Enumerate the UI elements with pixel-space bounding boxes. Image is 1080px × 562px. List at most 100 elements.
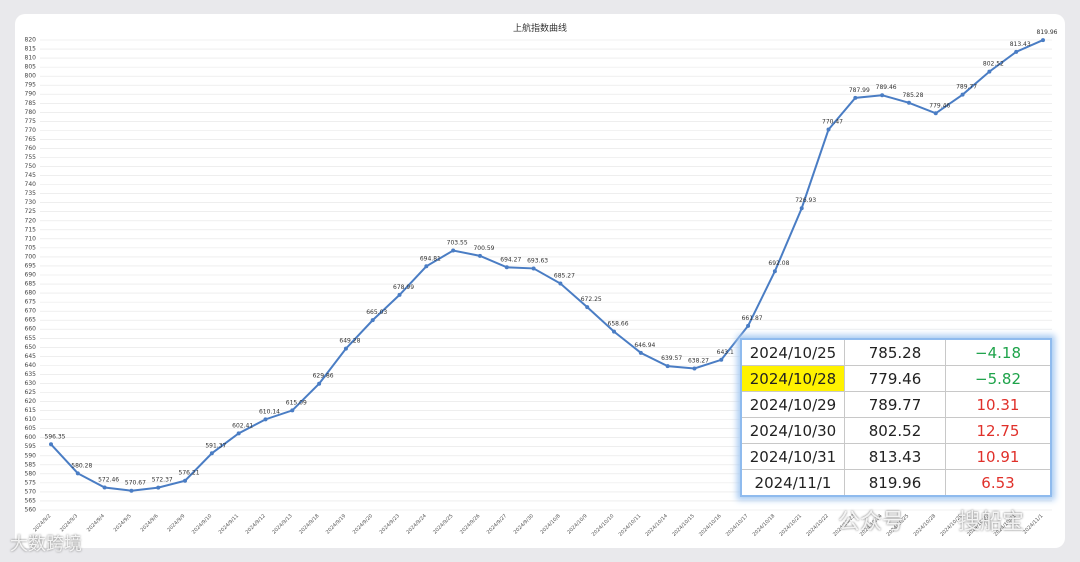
x-tick-label: 2024/9/23 bbox=[379, 513, 401, 535]
watermark: 搜船宝 bbox=[958, 510, 1025, 535]
x-tick-label: 2024/9/10 bbox=[191, 513, 213, 535]
y-tick-label: 820 bbox=[25, 37, 37, 44]
data-label: 665.03 bbox=[366, 309, 387, 316]
data-label: 789.46 bbox=[876, 84, 897, 91]
watermark: 公众号 bbox=[838, 510, 905, 535]
y-tick-label: 705 bbox=[25, 244, 37, 251]
y-tick-label: 600 bbox=[25, 434, 37, 441]
y-tick-label: 685 bbox=[25, 281, 37, 288]
table-cell: 779.46 bbox=[844, 365, 946, 392]
table-cell: 2024/11/1 bbox=[740, 469, 845, 497]
y-tick-label: 585 bbox=[25, 461, 37, 468]
table-cell: 813.43 bbox=[844, 443, 946, 470]
table-cell: 10.31 bbox=[945, 391, 1052, 418]
data-label: 770.47 bbox=[822, 119, 843, 126]
y-tick-label: 720 bbox=[25, 217, 37, 224]
x-tick-label: 2024/9/20 bbox=[352, 513, 374, 535]
y-tick-label: 770 bbox=[25, 127, 37, 134]
data-point bbox=[1014, 49, 1019, 54]
y-tick-label: 695 bbox=[25, 262, 37, 269]
table-cell: 2024/10/25 bbox=[740, 338, 845, 366]
y-tick-label: 645 bbox=[25, 353, 37, 360]
x-tick-label: 2024/9/27 bbox=[486, 513, 508, 535]
x-tick-label: 2024/9/26 bbox=[459, 513, 481, 535]
y-tick-label: 725 bbox=[25, 208, 37, 215]
data-point bbox=[531, 266, 536, 271]
data-point bbox=[799, 206, 804, 211]
data-label: 703.55 bbox=[447, 240, 468, 247]
x-tick-label: 2024/10/21 bbox=[778, 513, 803, 538]
y-tick-label: 640 bbox=[25, 362, 37, 369]
x-tick-label: 2024/10/16 bbox=[698, 513, 723, 538]
data-label: 726.93 bbox=[795, 197, 816, 204]
x-tick-label: 2024/9/25 bbox=[432, 513, 454, 535]
x-tick-label: 2024/10/8 bbox=[539, 513, 561, 535]
data-label: 819.96 bbox=[1037, 29, 1058, 36]
data-label: 646.94 bbox=[634, 342, 655, 349]
table-row: 2024/10/30 802.52 12.75 bbox=[740, 417, 1052, 444]
y-tick-label: 595 bbox=[25, 443, 37, 450]
data-label: 638.27 bbox=[688, 358, 709, 365]
data-point bbox=[504, 265, 509, 270]
table-row: 2024/10/28 779.46 −5.82 bbox=[740, 365, 1052, 392]
data-point bbox=[719, 357, 724, 362]
data-point bbox=[826, 127, 831, 132]
x-tick-label: 2024/9/11 bbox=[218, 513, 240, 535]
data-point bbox=[772, 269, 777, 274]
y-tick-label: 590 bbox=[25, 452, 37, 459]
y-tick-label: 700 bbox=[25, 253, 37, 260]
data-label: 610.14 bbox=[259, 408, 280, 415]
table-cell: 6.53 bbox=[945, 469, 1052, 497]
data-label: 678.99 bbox=[393, 284, 414, 291]
table-cell: −5.82 bbox=[945, 365, 1052, 392]
y-tick-label: 760 bbox=[25, 145, 37, 152]
x-tick-label: 2024/9/6 bbox=[140, 513, 160, 533]
data-point bbox=[129, 488, 134, 493]
data-point bbox=[1041, 38, 1045, 43]
y-tick-label: 690 bbox=[25, 272, 37, 279]
data-point bbox=[343, 346, 348, 351]
data-point bbox=[209, 451, 214, 456]
data-label: 572.46 bbox=[98, 476, 119, 483]
x-tick-label: 2024/9/4 bbox=[86, 513, 106, 533]
data-label: 580.28 bbox=[71, 462, 92, 469]
data-point bbox=[102, 485, 107, 490]
data-label: 693.63 bbox=[527, 257, 548, 264]
data-point bbox=[933, 111, 938, 116]
y-tick-label: 620 bbox=[25, 398, 37, 405]
x-tick-label: 2024/10/17 bbox=[725, 513, 750, 538]
data-label: 639.57 bbox=[661, 355, 682, 362]
x-tick-label: 2024/9/5 bbox=[113, 513, 133, 533]
data-label: 685.27 bbox=[554, 273, 575, 280]
data-point bbox=[183, 478, 188, 483]
data-point bbox=[853, 95, 858, 100]
data-point bbox=[477, 253, 482, 258]
data-point bbox=[263, 417, 268, 422]
table-cell: 802.52 bbox=[844, 417, 946, 444]
y-tick-label: 790 bbox=[25, 91, 37, 98]
x-tick-label: 2024/9/13 bbox=[271, 513, 293, 535]
data-label: 615.09 bbox=[286, 399, 307, 406]
y-tick-label: 605 bbox=[25, 425, 37, 432]
table-row: 2024/10/29 789.77 10.31 bbox=[740, 391, 1052, 418]
x-tick-label: 2024/10/28 bbox=[913, 513, 938, 538]
y-tick-label: 635 bbox=[25, 371, 37, 378]
data-point bbox=[585, 305, 590, 310]
data-point bbox=[987, 69, 992, 74]
table-cell: 12.75 bbox=[945, 417, 1052, 444]
data-label: 570.67 bbox=[125, 480, 146, 487]
data-point bbox=[156, 485, 161, 490]
x-tick-label: 2024/9/24 bbox=[405, 513, 427, 535]
y-tick-label: 650 bbox=[25, 344, 37, 351]
y-tick-label: 775 bbox=[25, 118, 37, 125]
table-row: 2024/10/31 813.43 10.91 bbox=[740, 443, 1052, 470]
data-point bbox=[236, 431, 241, 436]
y-tick-label: 575 bbox=[25, 479, 37, 486]
data-label: 694.27 bbox=[500, 256, 521, 263]
data-label: 802.52 bbox=[983, 61, 1004, 68]
table-cell: 2024/10/28 bbox=[740, 365, 845, 392]
data-label: 649.28 bbox=[339, 338, 360, 345]
x-tick-label: 2024/10/10 bbox=[591, 513, 616, 538]
y-tick-label: 815 bbox=[25, 46, 37, 53]
